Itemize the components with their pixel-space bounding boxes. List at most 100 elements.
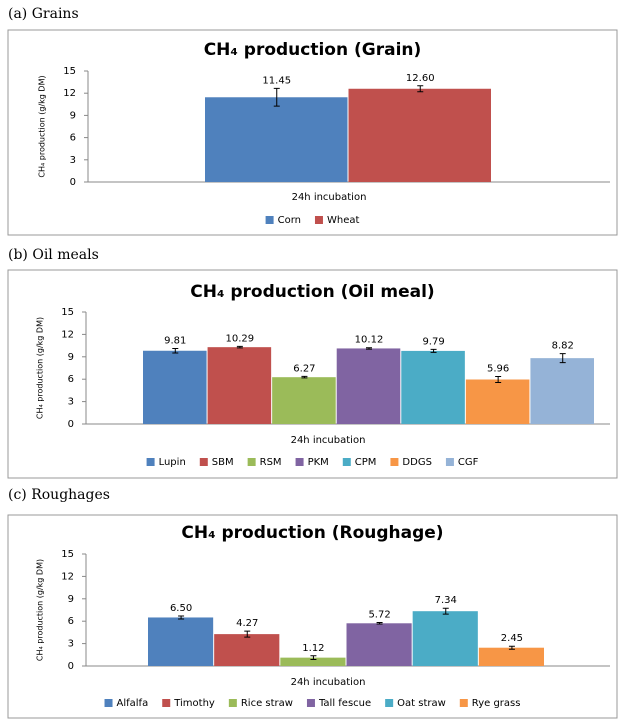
bar [346, 623, 412, 666]
bar [478, 647, 544, 666]
legend-label: Corn [278, 215, 301, 226]
legend-swatch [265, 216, 274, 224]
data-label: 5.96 [487, 364, 509, 375]
y-tick-label: 0 [68, 661, 74, 672]
bar [348, 88, 491, 182]
y-tick-label: 0 [70, 177, 76, 188]
data-label: 12.60 [406, 73, 435, 84]
error-bar [417, 85, 424, 93]
data-label: 7.34 [435, 595, 457, 606]
panel-caption: (c) Roughages [8, 487, 110, 503]
data-label: 1.12 [302, 643, 324, 654]
y-axis-label: CH₄ production (g/kg DM) [36, 559, 45, 661]
bar [280, 657, 346, 666]
panel-frame [7, 514, 618, 719]
error-bar [495, 376, 502, 383]
legend-swatch [459, 699, 468, 707]
data-label: 9.81 [164, 336, 186, 347]
data-label: 10.12 [355, 335, 384, 346]
legend-label: PKM [308, 457, 329, 468]
panel-caption: (b) Oil meals [8, 247, 99, 263]
chart-title: CH₄ production (Roughage) [181, 523, 443, 543]
error-bar [559, 353, 566, 364]
data-label: 10.29 [226, 333, 255, 344]
error-bar [430, 348, 437, 353]
y-tick-label: 3 [68, 639, 74, 650]
panel-frame [7, 29, 618, 236]
y-tick-label: 0 [68, 419, 74, 430]
y-tick-label: 9 [70, 110, 76, 121]
error-bar [236, 345, 243, 349]
y-tick-label: 15 [61, 307, 74, 318]
legend-label: SBM [212, 457, 234, 468]
bar [214, 634, 280, 666]
data-label: 6.50 [170, 603, 192, 614]
data-label: 4.27 [236, 618, 258, 629]
error-bar [366, 347, 372, 350]
legend-label: Rye grass [472, 698, 521, 709]
legend-label: Timothy [173, 698, 215, 709]
legend-swatch [385, 699, 394, 707]
legend-swatch [104, 699, 113, 707]
bar [148, 617, 214, 666]
legend-label: CPM [355, 457, 377, 468]
legend-swatch [146, 458, 155, 466]
legend-label: Wheat [327, 215, 360, 226]
y-tick-label: 9 [68, 594, 74, 605]
bar [272, 377, 336, 424]
legend-label: CGF [458, 457, 479, 468]
x-tick-label: 24h incubation [291, 435, 366, 446]
bar [205, 97, 348, 182]
y-tick-label: 3 [68, 397, 74, 408]
y-tick-label: 12 [63, 88, 76, 99]
data-label: 5.72 [368, 610, 390, 621]
data-label: 11.45 [262, 75, 291, 86]
legend-swatch [342, 458, 351, 466]
legend-swatch [445, 458, 454, 466]
y-tick-label: 12 [61, 329, 74, 340]
bar [412, 611, 478, 666]
error-bar [178, 615, 185, 620]
legend-label: RSM [260, 457, 282, 468]
legend-label: Tall fescue [318, 698, 371, 709]
legend-swatch [199, 458, 208, 466]
data-label: 2.45 [501, 633, 523, 644]
error-bar [172, 348, 179, 354]
error-bar [244, 630, 251, 638]
bar [465, 379, 530, 424]
error-bar [442, 607, 449, 615]
error-bar [273, 87, 280, 107]
error-bar [508, 645, 515, 650]
legend-label: Lupin [159, 457, 186, 468]
bar [207, 347, 272, 424]
bar [530, 358, 594, 424]
error-bar [310, 655, 317, 661]
error-bar [376, 622, 383, 625]
y-axis-label: CH₄ production (g/kg DM) [36, 317, 45, 419]
panel-frame [7, 269, 618, 479]
y-tick-label: 6 [68, 374, 74, 385]
legend-label: Alfalfa [117, 698, 149, 709]
legend-swatch [295, 458, 304, 466]
panel-caption: (a) Grains [8, 6, 79, 22]
x-tick-label: 24h incubation [292, 192, 367, 203]
y-tick-label: 15 [63, 66, 76, 77]
legend-swatch [390, 458, 399, 466]
y-tick-label: 3 [70, 155, 76, 166]
bar [143, 350, 207, 424]
y-tick-label: 6 [68, 616, 74, 627]
legend-swatch [228, 699, 237, 707]
y-tick-label: 12 [61, 571, 74, 582]
error-bar [301, 375, 308, 379]
bar [336, 348, 401, 424]
legend-swatch [247, 458, 256, 466]
legend-swatch [314, 216, 323, 224]
data-label: 8.82 [552, 341, 574, 352]
chart-title: CH₄ production (Grain) [204, 40, 422, 60]
y-tick-label: 6 [70, 133, 76, 144]
y-tick-label: 15 [61, 549, 74, 560]
x-tick-label: 24h incubation [291, 677, 366, 688]
data-label: 9.79 [422, 336, 444, 347]
legend-label: DDGS [402, 457, 432, 468]
chart-title: CH₄ production (Oil meal) [190, 282, 434, 302]
